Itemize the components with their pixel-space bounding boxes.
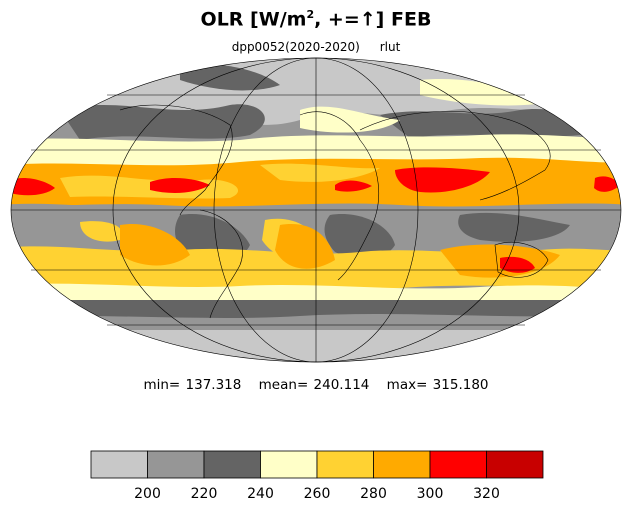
colorbar-tick-label: 260: [304, 486, 331, 502]
red-patch-arabia: [395, 167, 490, 193]
field-statistics: min= 137.318 mean= 240.114 max= 315.180: [0, 377, 632, 393]
graticule: [10, 57, 622, 363]
red-patch-caribbean: [150, 178, 210, 193]
stat-max: max= 315.180: [386, 377, 489, 393]
red-patch-pacific-west: [594, 176, 620, 192]
colorbar-box: [429, 450, 487, 479]
colorbar-box: [203, 450, 261, 479]
colorbar-tick-label: 320: [473, 486, 500, 502]
north-yellow-1: [300, 106, 400, 133]
colorbar-box: [316, 450, 374, 479]
red-patch-australia: [500, 256, 535, 273]
colorbar-box: [486, 450, 544, 479]
dark-maritime: [458, 212, 570, 242]
colorbar-box: [373, 450, 431, 479]
colorbar-tick-label: 300: [417, 486, 444, 502]
colorbar-labels: 200 220 240 260 280 300 320: [134, 486, 500, 502]
colorbar-box: [260, 450, 318, 479]
subtitle-variable: rlut: [379, 40, 401, 54]
orange-south-atlantic: [275, 224, 335, 269]
yellow-patch-3: [80, 221, 123, 242]
north-dark-3: [180, 63, 280, 91]
colorbar-tick-label: 200: [134, 486, 161, 502]
orange-south-pacific: [120, 224, 190, 266]
yellow-patch-2: [260, 163, 380, 182]
red-patch-pacific-east: [11, 178, 55, 196]
title-suffix: , +=↑] FEB: [314, 8, 432, 31]
subtitle-case: dpp0052(2020-2020): [231, 40, 360, 54]
colorbar-tick-label: 280: [360, 486, 387, 502]
stat-min: min= 137.318: [143, 377, 242, 393]
map-title: OLR [W/m2, +=↑] FEB: [0, 8, 632, 30]
north-dark-1: [60, 104, 265, 140]
map-subtitle: dpp0052(2020-2020) rlut: [0, 40, 632, 54]
colorbar-box: [147, 450, 205, 479]
title-prefix: OLR [W/m: [200, 8, 307, 31]
stat-mean: mean= 240.114: [258, 377, 370, 393]
colorbar-box: [90, 450, 148, 479]
colorbar-tick-label: 240: [247, 486, 274, 502]
title-superscript: 2: [306, 8, 315, 21]
red-patch-sahara: [335, 180, 372, 192]
dark-africa: [324, 214, 395, 259]
colorbar-boxes: [90, 450, 544, 479]
colorbar-tick-label: 220: [191, 486, 218, 502]
